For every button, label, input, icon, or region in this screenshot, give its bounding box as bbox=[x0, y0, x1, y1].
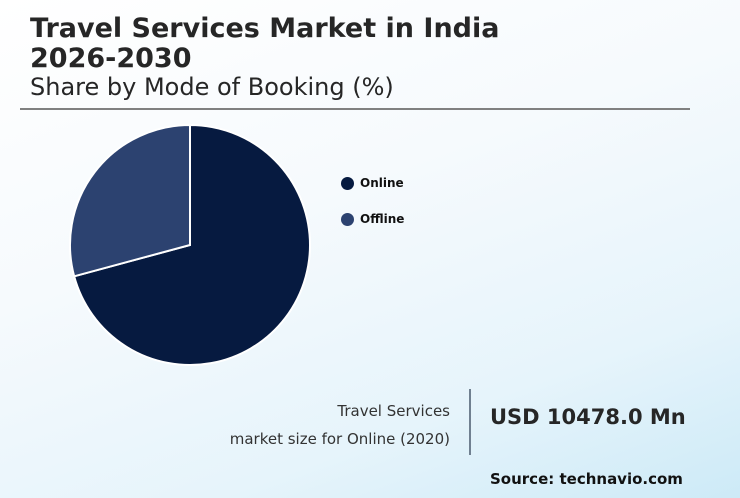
chart-subtitle: Share by Mode of Booking (%) bbox=[30, 73, 394, 101]
stat-separator bbox=[469, 389, 471, 455]
legend: Online Offline bbox=[341, 174, 404, 246]
legend-item-online: Online bbox=[341, 174, 404, 192]
chart-title: Travel Services Market in India 2026-203… bbox=[30, 13, 500, 74]
legend-item-offline: Offline bbox=[341, 210, 404, 228]
pie-slice-online bbox=[72, 123, 311, 366]
legend-label: Offline bbox=[360, 212, 405, 226]
legend-dot-icon bbox=[341, 212, 354, 226]
pie-chart bbox=[69, 123, 311, 366]
pie-slice-offline bbox=[69, 123, 191, 278]
legend-label: Online bbox=[360, 176, 404, 190]
stat-label-line1: Travel Services bbox=[337, 402, 450, 420]
source-credit: Source: technavio.com bbox=[490, 470, 683, 488]
stat-label-line2: market size for Online (2020) bbox=[229, 430, 450, 448]
stat-value: USD 10478.0 Mn bbox=[490, 405, 686, 429]
legend-dot-icon bbox=[341, 176, 354, 190]
header-divider bbox=[20, 108, 690, 110]
stat-label: Travel Services market size for Online (… bbox=[230, 397, 450, 453]
